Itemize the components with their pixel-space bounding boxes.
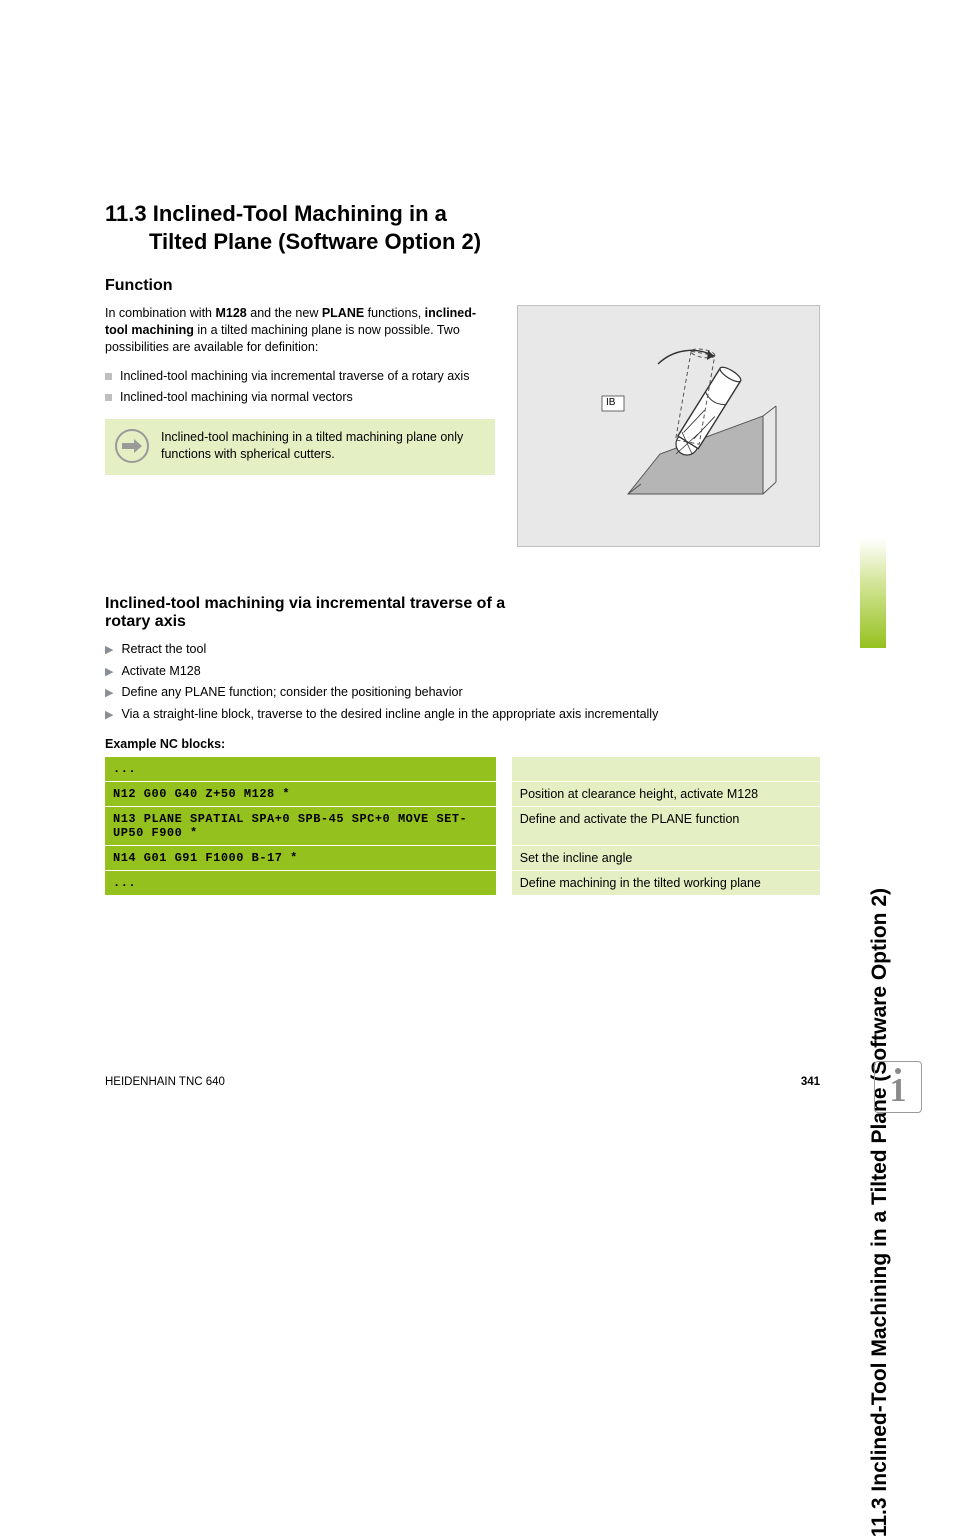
triangle-bullet-icon: ▶ <box>105 665 113 681</box>
square-bullet-icon <box>105 394 112 401</box>
text-code: PLANE <box>322 306 364 320</box>
page-number: 341 <box>801 1076 820 1088</box>
list-item: ▶ Retract the tool <box>105 641 820 659</box>
code-cell: ... <box>105 871 496 896</box>
side-tab-gradient <box>860 538 886 648</box>
table-row: ... Define machining in the tilted worki… <box>105 871 820 896</box>
title-line2: Tilted Plane (Software Option 2) <box>105 228 820 256</box>
section2-heading: Inclined-tool machining via incremental … <box>105 595 525 631</box>
square-bullet-icon <box>105 373 112 380</box>
list-item: Inclined-tool machining via normal vecto… <box>105 389 495 407</box>
info-dot-icon <box>895 1068 901 1074</box>
text-code: M128 <box>215 306 246 320</box>
function-paragraph: In combination with M128 and the new PLA… <box>105 305 495 356</box>
note-text: Inclined-tool machining in a tilted mach… <box>161 429 481 463</box>
list-item: ▶ Activate M128 <box>105 663 820 681</box>
triangle-bullet-icon: ▶ <box>105 686 113 702</box>
desc-cell: Define and activate the PLANE function <box>512 807 820 846</box>
table-row: N14 G01 G91 F1000 B-17 * Set the incline… <box>105 846 820 871</box>
table-row: N12 G00 G40 Z+50 M128 * Position at clea… <box>105 782 820 807</box>
table-row: N13 PLANE SPATIAL SPA+0 SPB-45 SPC+0 MOV… <box>105 807 820 846</box>
text-run: functions, <box>364 306 424 320</box>
side-tab-label: 11.3 Inclined-Tool Machining in a Tilted… <box>868 888 892 1537</box>
section-function-heading: Function <box>105 277 820 295</box>
figure-illustration: IB <box>517 305 820 547</box>
list-item: ▶ Define any PLANE function; consider th… <box>105 684 820 702</box>
list-item-label: Define any PLANE function; consider the … <box>121 684 462 702</box>
footer-left: HEIDENHAIN TNC 640 <box>105 1076 225 1088</box>
list-item-label: Inclined-tool machining via incremental … <box>120 368 469 386</box>
info-icon: 1 <box>874 1061 922 1113</box>
page-title: 11.3 Inclined-Tool Machining in a Tilted… <box>105 200 820 255</box>
example-label: Example NC blocks: <box>105 737 820 751</box>
nc-blocks-table: ... N12 G00 G40 Z+50 M128 * Position at … <box>105 757 820 896</box>
note-arrow-icon <box>115 429 149 463</box>
desc-cell: Set the incline angle <box>512 846 820 871</box>
page-footer: HEIDENHAIN TNC 640 341 <box>105 1076 820 1088</box>
desc-cell <box>512 757 820 782</box>
title-line1: 11.3 Inclined-Tool Machining in a <box>105 200 820 228</box>
info-i-glyph: 1 <box>890 1072 907 1110</box>
desc-cell: Define machining in the tilted working p… <box>512 871 820 896</box>
desc-cell: Position at clearance height, activate M… <box>512 782 820 807</box>
side-tab: 11.3 Inclined-Tool Machining in a Tilted… <box>860 198 886 888</box>
text-run: and the new <box>247 306 322 320</box>
list-item: Inclined-tool machining via incremental … <box>105 368 495 386</box>
code-cell: ... <box>105 757 496 782</box>
list-item: ▶ Via a straight-line block, traverse to… <box>105 706 820 724</box>
table-row: ... <box>105 757 820 782</box>
list-item-label: Via a straight-line block, traverse to t… <box>121 706 658 724</box>
triangle-bullet-icon: ▶ <box>105 643 113 659</box>
code-cell: N14 G01 G91 F1000 B-17 * <box>105 846 496 871</box>
code-cell: N12 G00 G40 Z+50 M128 * <box>105 782 496 807</box>
note-callout: Inclined-tool machining in a tilted mach… <box>105 419 495 475</box>
triangle-bullet-icon: ▶ <box>105 708 113 724</box>
figure-label: IB <box>606 397 615 408</box>
code-cell: N13 PLANE SPATIAL SPA+0 SPB-45 SPC+0 MOV… <box>105 807 496 846</box>
list-item-label: Inclined-tool machining via normal vecto… <box>120 389 353 407</box>
list-item-label: Retract the tool <box>121 641 206 659</box>
text-run: In combination with <box>105 306 215 320</box>
list-item-label: Activate M128 <box>121 663 200 681</box>
